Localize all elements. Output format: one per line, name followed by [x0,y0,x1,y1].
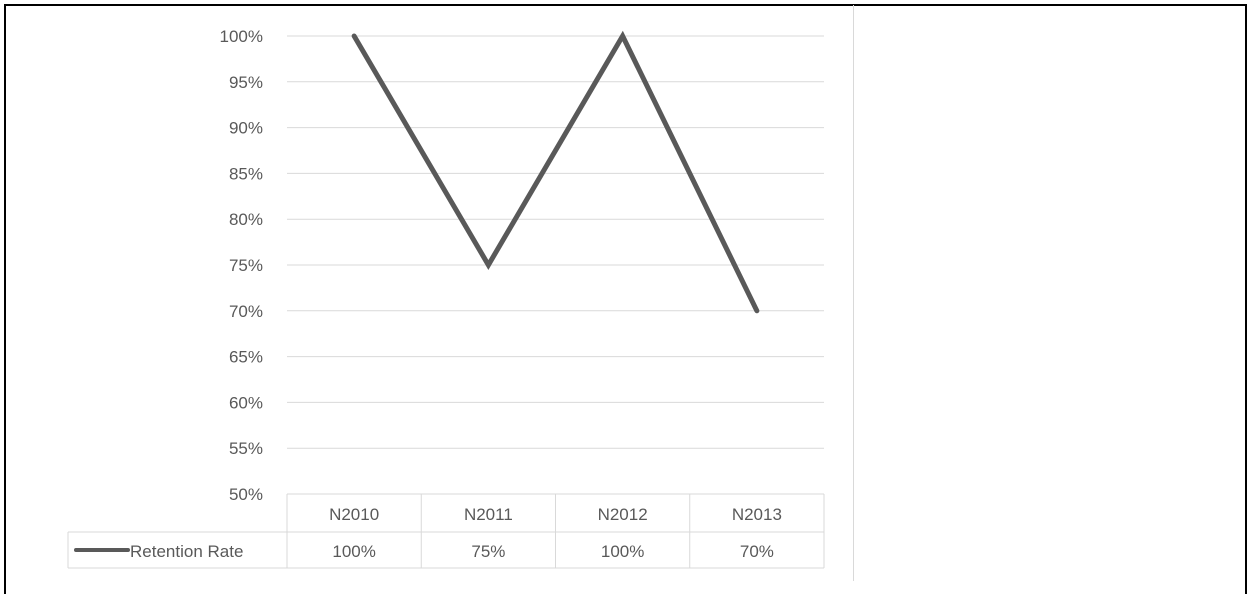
y-tick-label: 65% [229,348,263,367]
data-table-value: 100% [601,542,644,561]
y-tick-label: 85% [229,164,263,183]
data-table: N2010 100% N2011 75% N2012 100% N2013 70% Retent… [67,493,825,569]
y-tick-label: 60% [229,393,263,412]
y-tick-label: 95% [229,73,263,92]
x-category-label: N2010 [329,505,379,524]
retention-line-chart: 100% 95% 90% 85% 80% 75% 70% 65% 60% 55% 50% N2010… [67,27,825,569]
data-table-value: 70% [740,542,774,561]
y-tick-label: 55% [229,439,263,458]
y-axis-ticks: 100% 95% 90% 85% 80% 75% 70% 65% 60% 55% 50% [220,27,263,504]
x-category-label: N2011 [464,505,513,524]
series-lines [351,30,760,314]
data-table-value: 100% [332,542,375,561]
data-table-value: 75% [471,542,505,561]
x-category-label: N2012 [598,505,648,524]
y-tick-label: 50% [229,485,263,504]
y-tick-label: 80% [229,210,263,229]
chart-frame [4,4,1247,594]
x-category-label: N2013 [732,505,782,524]
y-tick-label: 100% [220,27,263,46]
gridlines [287,35,824,449]
y-tick-label: 75% [229,256,263,275]
chart-area-border [853,5,854,581]
legend-series-name: Retention Rate [130,542,243,561]
series-line-retention-rate [351,30,760,314]
y-tick-label: 70% [229,302,263,321]
y-tick-label: 90% [229,119,263,138]
